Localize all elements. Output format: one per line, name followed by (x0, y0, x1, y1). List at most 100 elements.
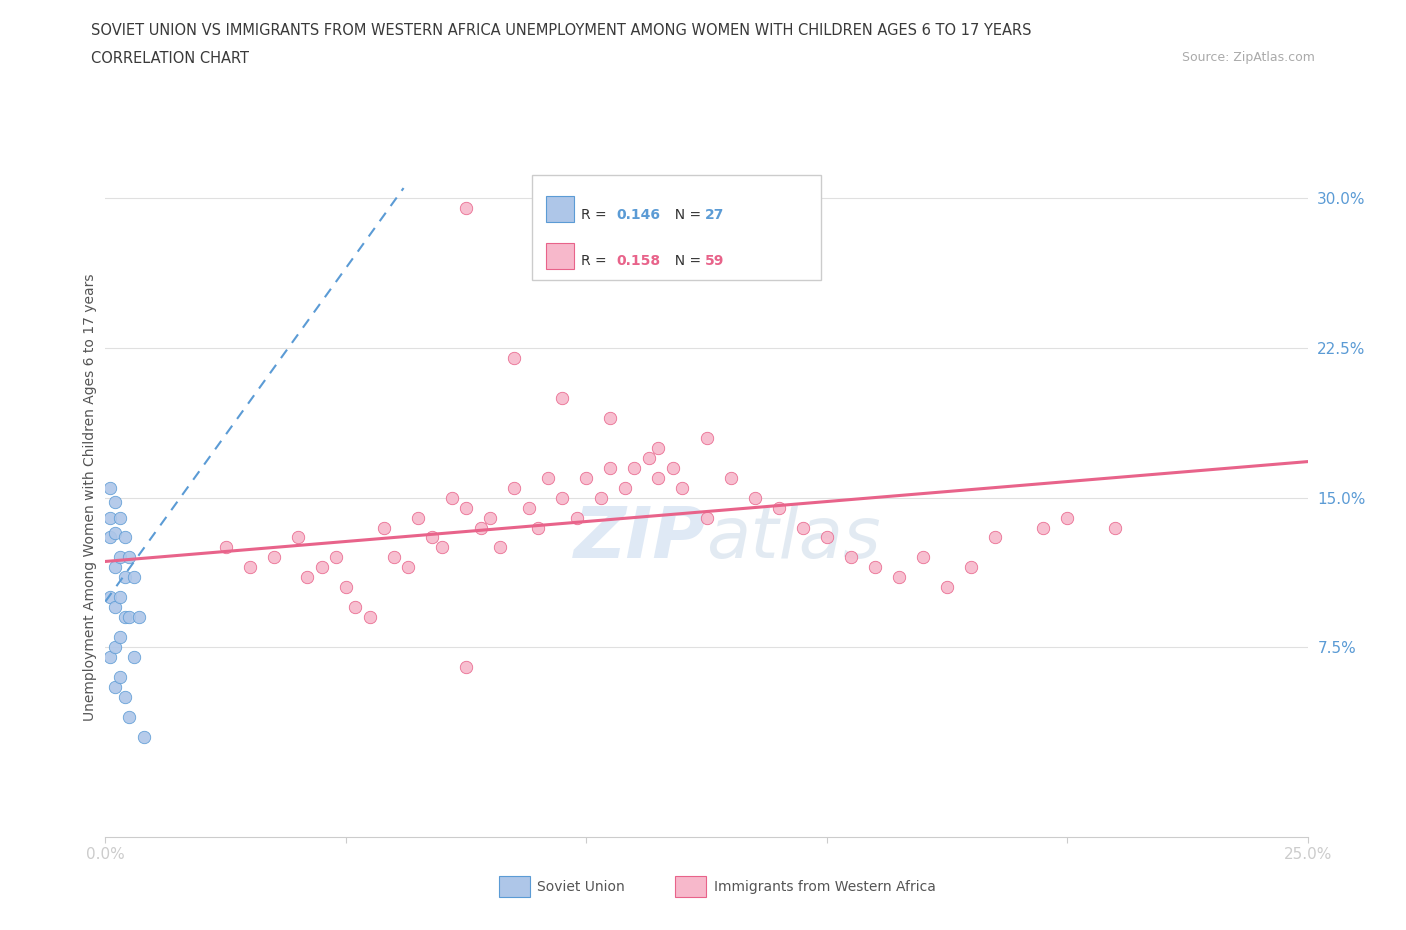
Text: SOVIET UNION VS IMMIGRANTS FROM WESTERN AFRICA UNEMPLOYMENT AMONG WOMEN WITH CHI: SOVIET UNION VS IMMIGRANTS FROM WESTERN … (91, 23, 1032, 38)
Point (839, 550, 862, 565)
Text: Soviet Union: Soviet Union (537, 880, 624, 895)
Point (118, 710, 141, 724)
Point (623, 460, 645, 475)
Text: 27: 27 (706, 208, 724, 222)
Point (311, 560, 333, 575)
Point (454, 201, 477, 216)
Point (440, 490, 463, 505)
Point (430, 540, 453, 555)
Point (114, 530, 136, 545)
Text: Source: ZipAtlas.com: Source: ZipAtlas.com (1181, 51, 1315, 64)
Point (104, 526, 127, 541)
Point (488, 540, 510, 555)
Point (98, 480, 121, 495)
Point (124, 570, 146, 585)
Point (911, 550, 934, 565)
Point (479, 510, 502, 525)
Point (406, 510, 429, 525)
Point (124, 650, 146, 665)
Point (344, 600, 367, 615)
Point (114, 690, 136, 705)
Point (527, 520, 550, 535)
Point (589, 490, 612, 505)
Point (239, 560, 262, 575)
Point (454, 660, 477, 675)
Point (599, 460, 621, 475)
Point (936, 580, 959, 595)
Point (98, 590, 121, 604)
Point (863, 560, 886, 575)
Point (517, 500, 540, 515)
Text: 59: 59 (706, 255, 724, 269)
Point (114, 610, 136, 625)
Point (551, 490, 574, 505)
Point (114, 570, 136, 585)
Point (263, 550, 285, 565)
Text: CORRELATION CHART: CORRELATION CHART (91, 51, 249, 66)
Point (1056, 510, 1078, 525)
Point (98, 510, 121, 525)
Point (98, 650, 121, 665)
Point (104, 680, 127, 695)
Point (984, 530, 1007, 545)
Text: 0.146: 0.146 (617, 208, 661, 222)
Point (287, 530, 309, 545)
Point (613, 480, 636, 495)
Point (373, 520, 395, 535)
Point (118, 550, 141, 565)
Text: N =: N = (666, 208, 706, 222)
Point (599, 410, 621, 425)
Point (720, 471, 742, 485)
Point (297, 570, 319, 585)
Point (887, 570, 910, 585)
Point (537, 471, 560, 485)
Text: atlas: atlas (707, 504, 882, 573)
Point (662, 460, 685, 475)
Point (104, 640, 127, 655)
Point (108, 590, 131, 604)
Point (454, 500, 477, 515)
Point (1104, 520, 1126, 535)
Point (575, 471, 598, 485)
Text: N =: N = (666, 255, 706, 269)
Point (565, 510, 588, 525)
Point (104, 560, 127, 575)
Point (118, 610, 141, 625)
Point (422, 530, 444, 545)
Point (503, 351, 526, 365)
Point (108, 510, 131, 525)
Point (108, 550, 131, 565)
Point (744, 490, 766, 505)
Point (132, 730, 155, 745)
Point (503, 480, 526, 495)
Point (470, 520, 492, 535)
Point (696, 510, 718, 525)
Point (335, 580, 357, 595)
Y-axis label: Unemployment Among Women with Children Ages 6 to 17 years: Unemployment Among Women with Children A… (83, 273, 97, 722)
Point (647, 440, 669, 455)
Point (108, 670, 131, 684)
Point (768, 500, 790, 515)
Point (396, 560, 419, 575)
Point (1032, 520, 1054, 535)
Point (551, 391, 574, 405)
Point (696, 431, 718, 445)
Text: R =: R = (582, 255, 612, 269)
Point (104, 494, 127, 509)
Point (214, 540, 236, 555)
Point (671, 480, 693, 495)
Point (382, 550, 405, 565)
Text: Immigrants from Western Africa: Immigrants from Western Africa (714, 880, 936, 895)
Point (647, 471, 669, 485)
Point (637, 450, 659, 465)
Point (98, 530, 121, 545)
Point (792, 520, 814, 535)
Point (128, 610, 150, 625)
Point (815, 530, 838, 545)
Text: ZIP: ZIP (574, 504, 707, 573)
Point (325, 550, 347, 565)
Point (359, 610, 381, 625)
Point (104, 600, 127, 615)
Text: R =: R = (582, 208, 612, 222)
Text: 0.158: 0.158 (617, 255, 661, 269)
